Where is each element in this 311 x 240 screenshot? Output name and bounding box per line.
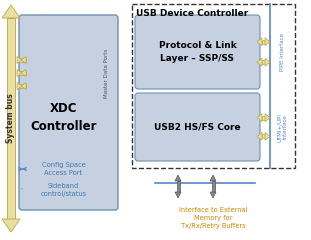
Polygon shape (2, 5, 20, 18)
Polygon shape (262, 60, 265, 64)
Text: Protocol & Link
Layer – SSP/SS: Protocol & Link Layer – SSP/SS (159, 41, 236, 63)
Polygon shape (17, 58, 26, 62)
Polygon shape (175, 175, 181, 181)
Polygon shape (265, 132, 270, 140)
Polygon shape (257, 132, 262, 140)
Text: PIPE Interface: PIPE Interface (280, 33, 285, 71)
Polygon shape (210, 175, 216, 181)
Text: Config Space
Access Port: Config Space Access Port (42, 162, 86, 176)
Polygon shape (2, 219, 20, 232)
Polygon shape (21, 56, 26, 64)
Polygon shape (265, 38, 270, 46)
Polygon shape (262, 134, 265, 138)
Polygon shape (7, 18, 15, 219)
Text: System bus: System bus (7, 94, 16, 143)
Text: USB2 HS/FS Core: USB2 HS/FS Core (154, 122, 241, 132)
Text: XDC
Controller: XDC Controller (30, 102, 97, 132)
Polygon shape (17, 56, 22, 64)
Polygon shape (17, 71, 26, 75)
Bar (132, 4, 295, 168)
FancyBboxPatch shape (135, 93, 260, 161)
Polygon shape (17, 84, 26, 88)
Polygon shape (17, 70, 22, 77)
Text: USB Device Controller: USB Device Controller (136, 8, 248, 18)
Polygon shape (257, 114, 262, 122)
Text: UTMI+/UPI
Interface: UTMI+/UPI Interface (276, 113, 287, 142)
Polygon shape (175, 192, 181, 198)
Polygon shape (265, 114, 270, 122)
Polygon shape (262, 116, 265, 120)
Polygon shape (17, 83, 22, 90)
Polygon shape (177, 181, 179, 192)
Polygon shape (21, 83, 26, 90)
FancyBboxPatch shape (19, 15, 118, 210)
Polygon shape (21, 70, 26, 77)
Text: Sideband
control/status: Sideband control/status (40, 183, 86, 197)
FancyBboxPatch shape (135, 15, 260, 89)
Polygon shape (210, 192, 216, 198)
Polygon shape (211, 181, 215, 192)
Polygon shape (265, 58, 270, 66)
Text: Interface to External
Memory for
Tx/Rx/Retry Buffers: Interface to External Memory for Tx/Rx/R… (179, 207, 248, 229)
Polygon shape (257, 58, 262, 66)
Polygon shape (257, 38, 262, 46)
Polygon shape (262, 40, 265, 44)
Text: Master Data Ports: Master Data Ports (104, 48, 109, 98)
